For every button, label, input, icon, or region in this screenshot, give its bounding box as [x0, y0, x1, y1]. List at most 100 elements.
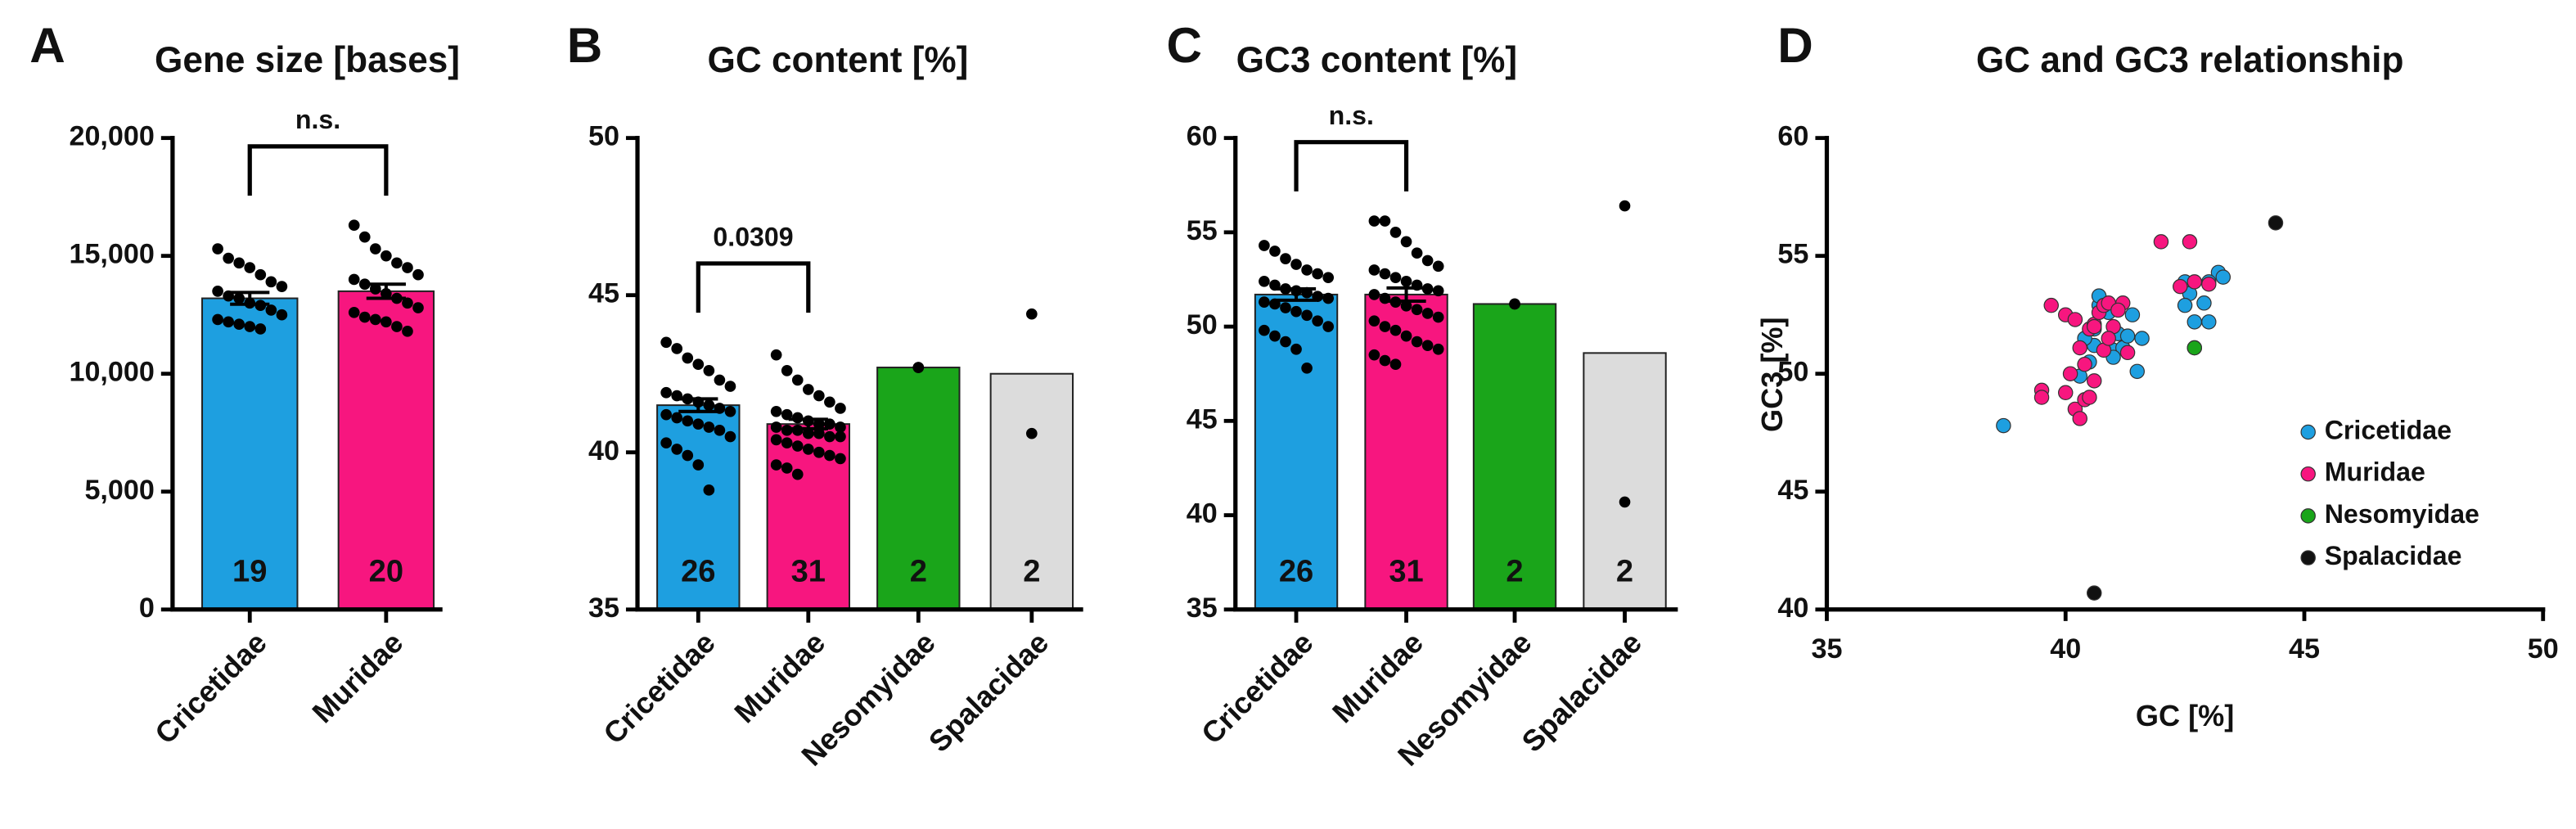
data-point: [369, 283, 381, 295]
data-point: [369, 313, 381, 326]
significance-label: n.s.: [295, 105, 340, 134]
data-point: [1619, 200, 1631, 212]
data-point: [671, 343, 683, 354]
data-point: [770, 405, 782, 417]
data-point: [233, 257, 245, 269]
y-tick-label: 0: [139, 592, 155, 624]
x-axis-label: GC [%]: [2136, 699, 2234, 732]
chart-title: GC and GC3 relationship: [1976, 40, 2404, 80]
data-point: [1421, 340, 1434, 351]
count-label: 26: [1279, 554, 1313, 589]
scatter-point: [2186, 340, 2203, 356]
data-point: [358, 278, 371, 291]
y-tick-label: 10,000: [69, 357, 154, 388]
data-point: [781, 365, 793, 376]
data-point: [1290, 305, 1302, 318]
significance-label: n.s.: [1329, 101, 1374, 130]
count-label: 31: [1389, 554, 1423, 589]
chart-title: GC3 content [%]: [1236, 40, 1517, 80]
data-point: [402, 326, 413, 337]
data-point: [276, 281, 288, 292]
scatter-point: [2087, 318, 2102, 335]
scatter-point: [2067, 312, 2083, 327]
scatter-point: [2077, 356, 2092, 372]
data-point: [1389, 324, 1402, 336]
error-bar: [1386, 286, 1426, 303]
scatter-point: [2087, 585, 2102, 601]
data-point: [1389, 272, 1402, 284]
scatter-point: [2129, 363, 2145, 380]
data-point: [660, 336, 672, 349]
data-point: [1400, 236, 1412, 248]
data-point: [1290, 343, 1302, 355]
scatter-point: [2033, 390, 2050, 405]
data-point: [692, 358, 705, 371]
data-point: [1411, 304, 1423, 316]
data-point: [692, 459, 705, 471]
error-bar: [230, 291, 270, 306]
data-point: [358, 311, 371, 323]
data-point: [402, 297, 413, 309]
scatter-point: [2215, 269, 2231, 285]
data-point: [682, 449, 694, 462]
scatter-point: [2268, 215, 2284, 231]
data-point: [791, 374, 804, 386]
scatter-point: [2124, 307, 2141, 322]
data-point: [254, 323, 267, 335]
data-point: [824, 430, 835, 443]
data-point: [724, 405, 736, 417]
y-tick-label: 40: [588, 435, 619, 466]
data-point: [254, 268, 267, 281]
x-tick-label: Spalacidae: [922, 625, 1055, 758]
y-tick-label: 45: [1777, 475, 1808, 506]
error-bar: [1276, 286, 1317, 302]
data-point: [835, 453, 846, 465]
data-point: [824, 418, 835, 430]
scatter-point: [2186, 314, 2203, 330]
scatter-point: [2082, 390, 2097, 405]
data-point: [1400, 275, 1412, 287]
data-point: [813, 446, 825, 458]
data-point: [813, 418, 825, 430]
data-point: [412, 268, 424, 281]
data-point: [714, 425, 726, 436]
data-point: [802, 444, 814, 455]
scatter-point: [2110, 302, 2126, 318]
scatter-point: [2134, 331, 2150, 346]
scatter-point: [2119, 328, 2136, 344]
data-point: [682, 415, 694, 427]
data-point: [1389, 358, 1402, 371]
data-point: [1259, 275, 1270, 287]
data-point: [212, 313, 223, 326]
x-tick-label: Muridae: [305, 625, 409, 729]
data-point: [781, 408, 793, 421]
x-tick-label: 45: [2289, 633, 2320, 665]
count-label: 2: [1616, 554, 1633, 589]
y-tick-label: 5,000: [84, 475, 154, 506]
data-point: [802, 427, 814, 439]
data-point: [1301, 264, 1313, 276]
data-point: [381, 316, 392, 328]
data-point: [724, 430, 736, 443]
data-point: [212, 243, 223, 255]
y-tick-label: 35: [588, 592, 619, 624]
data-point: [1619, 496, 1631, 508]
data-point: [1389, 227, 1402, 238]
data-point: [703, 365, 715, 376]
data-point: [824, 396, 835, 408]
y-tick-label: 55: [1187, 215, 1218, 246]
error-bar: [788, 417, 828, 430]
y-axis-label: GC3 [%]: [1755, 317, 1789, 431]
data-point: [781, 437, 793, 449]
data-point: [1368, 289, 1380, 300]
data-point: [1312, 315, 1323, 327]
data-point: [692, 418, 705, 430]
bar: [337, 290, 435, 610]
data-point: [1312, 268, 1323, 280]
data-point: [1379, 215, 1391, 227]
legend-label: Nesomyidae: [2325, 499, 2479, 529]
x-tick-label: Muridae: [727, 625, 831, 729]
data-point: [835, 430, 846, 443]
data-point: [1432, 285, 1444, 297]
x-tick-label: 50: [2528, 633, 2559, 665]
